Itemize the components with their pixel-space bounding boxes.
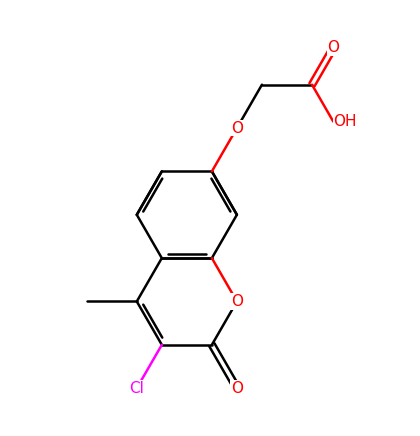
Text: O: O (327, 41, 339, 55)
Text: O: O (231, 381, 243, 395)
Text: OH: OH (333, 114, 357, 129)
Text: Cl: Cl (129, 381, 144, 395)
Text: O: O (231, 120, 243, 136)
Text: O: O (231, 294, 243, 309)
